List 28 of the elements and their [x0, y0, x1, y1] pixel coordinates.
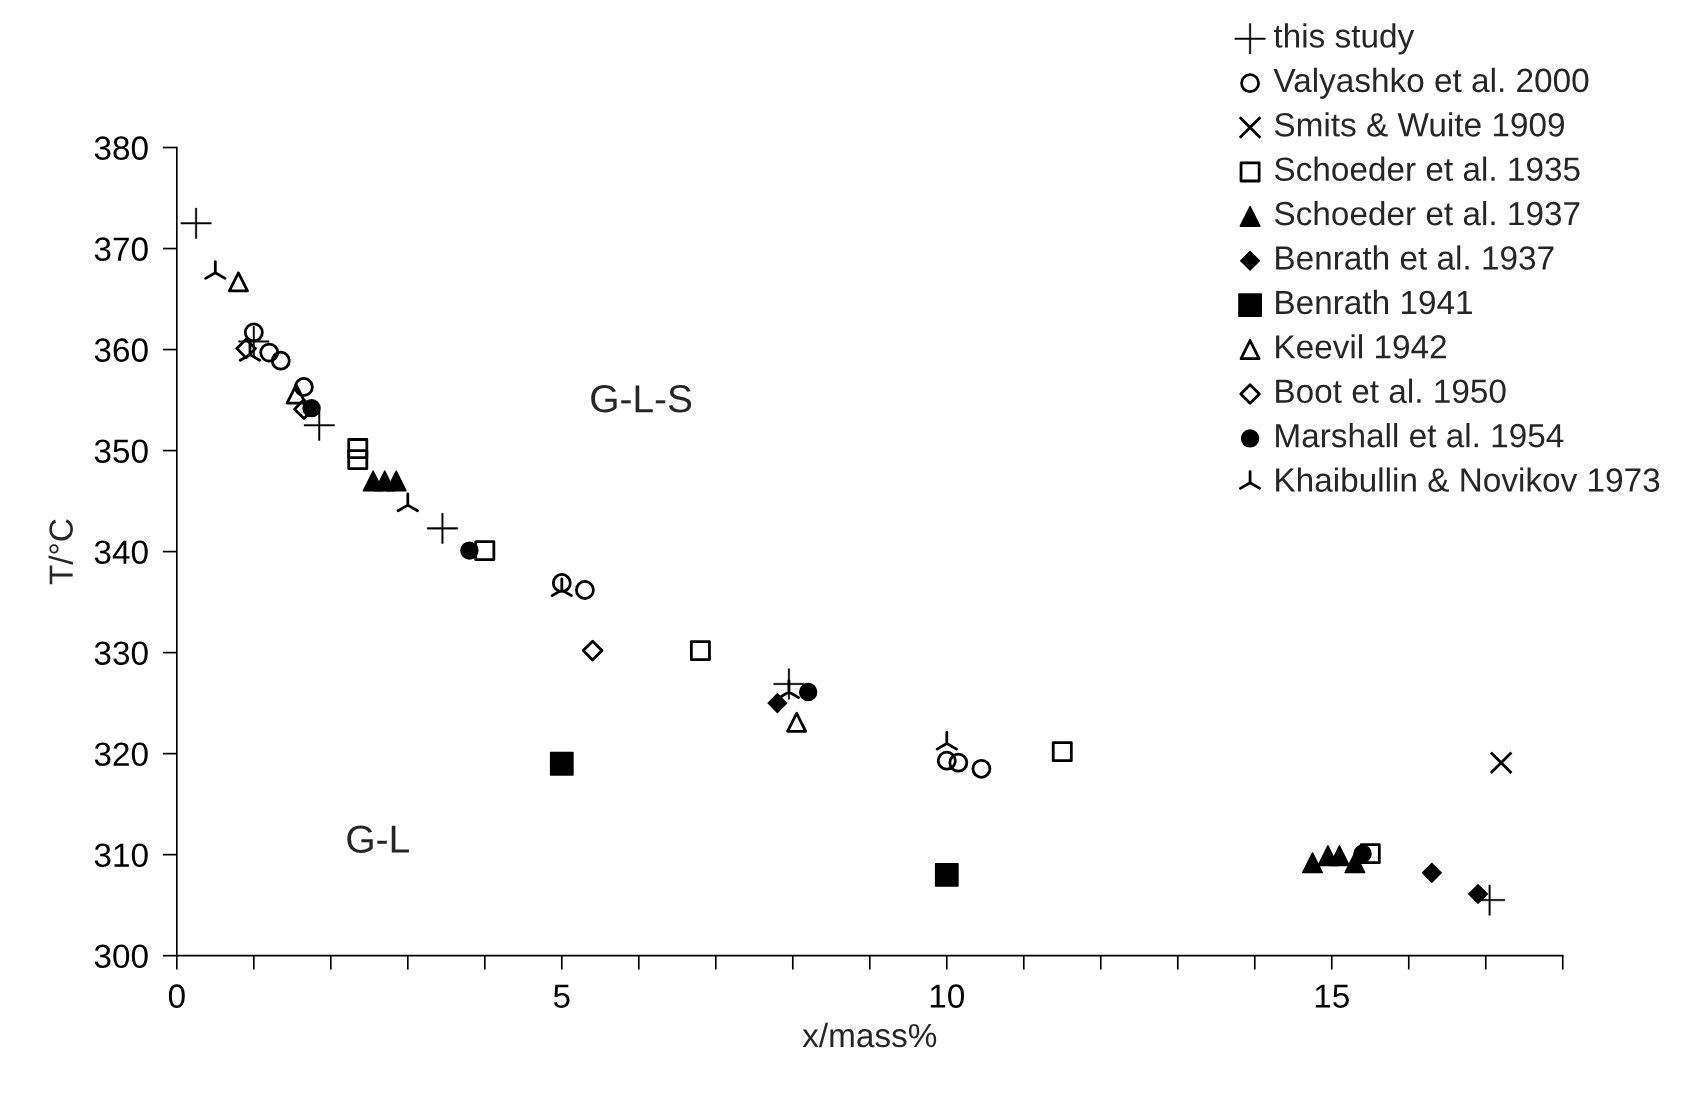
legend-label: Keevil 1942 [1276, 334, 1446, 359]
x-tick-label: 5 [553, 984, 570, 1008]
legend-label: Schoeder et al. 1937 [1274, 200, 1580, 226]
legend-label: Benrath et al. 1937 [1276, 245, 1554, 270]
y-tick-label: 330 [94, 641, 148, 666]
x-tick-label: 10 [930, 984, 965, 1008]
legend-label: Schoeder et al. 1935 [1274, 156, 1580, 182]
annotation: G-L [347, 825, 409, 853]
legend-label: Benrath 1941 [1276, 289, 1472, 315]
y-tick-label: 300 [94, 944, 148, 969]
y-tick-label: 360 [94, 338, 148, 362]
legend-label: Smits & Wuite 1909 [1274, 112, 1564, 137]
legend-label: this study [1273, 23, 1415, 55]
x-tick-label: 0 [168, 984, 185, 1008]
y-tick-label: 340 [94, 540, 148, 565]
legend-label: Boot et al. 1950 [1276, 378, 1506, 404]
x-tick-label: 15 [1315, 984, 1349, 1008]
x-axis-title: x/mass% [802, 1022, 937, 1048]
y-tick-label: 350 [94, 439, 148, 463]
y-tick-label: 370 [94, 237, 148, 261]
y-axis-title: T/°C [48, 519, 73, 585]
legend-label: Marshall et al. 1954 [1276, 422, 1564, 448]
annotation: G-L-S [591, 385, 692, 413]
y-tick-label: 380 [94, 136, 148, 160]
legend-label: Khaibullin & Novikov 1973 [1276, 467, 1660, 492]
y-tick-label: 320 [94, 742, 148, 767]
y-tick-label: 310 [94, 843, 148, 868]
legend-label: Valyashko et al. 2000 [1273, 67, 1589, 99]
